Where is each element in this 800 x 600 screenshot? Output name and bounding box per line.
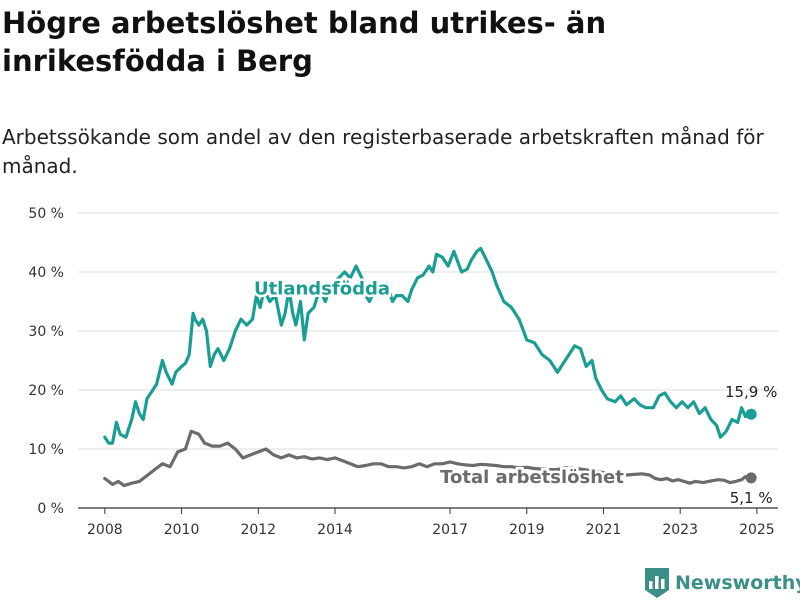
y-tick-label: 0 %	[37, 501, 64, 517]
series-name-label: Utlandsfödda	[254, 278, 390, 299]
x-tick-label: 2019	[509, 522, 545, 538]
grid-lines	[78, 212, 778, 509]
x-tick-label: 2012	[240, 522, 276, 538]
end-value-label: 15,9 %	[725, 383, 777, 401]
chart-subtitle: Arbetssökande som andel av den registerb…	[2, 125, 764, 178]
x-tick-label: 2014	[317, 522, 353, 538]
x-tick-label: 2010	[164, 522, 200, 538]
brand-name: Newsworthy	[675, 572, 800, 594]
series-group	[103, 246, 757, 488]
series-name-label: Total arbetslöshet	[440, 467, 624, 488]
y-tick-label: 40 %	[28, 265, 64, 281]
newsworthy-logo[interactable]: Newsworthy	[645, 568, 800, 598]
y-tick-label: 10 %	[28, 442, 64, 458]
y-tick-label: 20 %	[28, 383, 64, 399]
x-tick-label: 2008	[87, 522, 123, 538]
end-value-label: 5,1 %	[730, 489, 773, 507]
x-tick-label: 2021	[586, 522, 622, 538]
bar-chart-logo-icon	[645, 568, 669, 598]
line-chart: 0 % 10 % 20 % 30 % 40 % 50 % 2008 2010 2012 2014…	[28, 206, 778, 538]
series-end-point	[745, 472, 757, 484]
series-line-utlandsfodda	[103, 246, 753, 445]
x-axis: 2008 2010 2012 2014 2017 2019 2021 2023 2025	[87, 508, 775, 538]
series-end-point	[745, 408, 757, 420]
y-tick-label: 50 %	[28, 206, 64, 222]
x-tick-label: 2023	[662, 522, 698, 538]
chart-title: Högre arbetslöshet bland utrikes- än inr…	[2, 6, 607, 78]
x-tick-label: 2017	[432, 522, 468, 538]
y-tick-label: 30 %	[28, 324, 64, 340]
series-labels: 15,9 % 5,1 % Utlandsfödda Total arbetslöshe…	[251, 276, 777, 507]
x-tick-label: 2025	[739, 522, 775, 538]
series-line-total	[103, 429, 753, 488]
y-axis-labels: 0 % 10 % 20 % 30 % 40 % 50 %	[28, 206, 64, 517]
